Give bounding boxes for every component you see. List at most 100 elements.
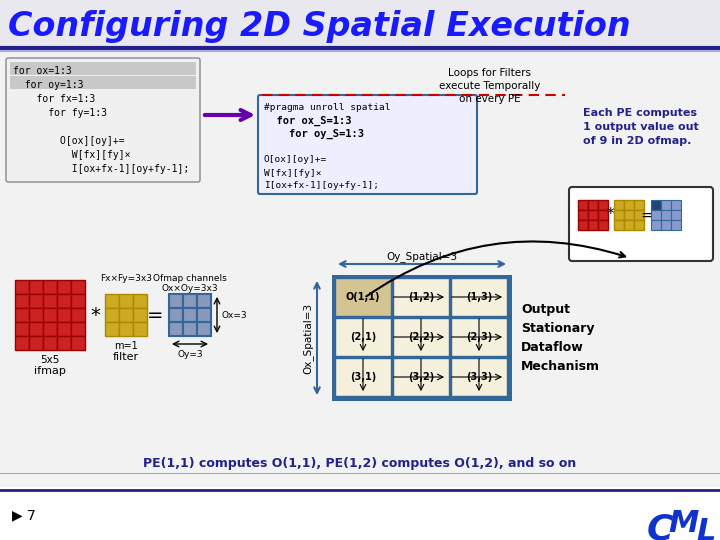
Bar — [183, 308, 197, 322]
Bar — [197, 322, 211, 336]
Bar — [71, 308, 85, 322]
Text: L: L — [696, 517, 716, 540]
Bar — [651, 200, 661, 210]
Bar — [661, 220, 671, 230]
Text: (1,2): (1,2) — [408, 292, 434, 302]
Bar — [71, 294, 85, 308]
Text: O(1,1): O(1,1) — [346, 292, 380, 302]
Bar — [105, 308, 119, 322]
Bar — [671, 210, 681, 220]
Bar — [634, 210, 644, 220]
Text: (3,1): (3,1) — [350, 372, 376, 382]
Bar — [29, 336, 43, 350]
Bar — [119, 322, 133, 336]
Text: W[fx][fy]×: W[fx][fy]× — [13, 150, 130, 160]
Text: ifmap: ifmap — [34, 366, 66, 376]
Bar — [29, 322, 43, 336]
Bar — [393, 318, 449, 356]
Bar — [43, 280, 57, 294]
Text: (3,2): (3,2) — [408, 372, 434, 382]
Bar — [57, 336, 71, 350]
Bar — [57, 294, 71, 308]
Text: 5x5: 5x5 — [40, 355, 60, 365]
Text: Ofmap channels: Ofmap channels — [153, 274, 227, 283]
Text: O[ox][oy]+=: O[ox][oy]+= — [264, 156, 328, 165]
Bar — [57, 280, 71, 294]
FancyArrowPatch shape — [204, 110, 251, 120]
Bar — [614, 220, 624, 230]
Text: for ox=1:3: for ox=1:3 — [13, 66, 72, 76]
Bar — [43, 308, 57, 322]
Text: PE(1,1) computes O(1,1), PE(1,2) computes O(1,2), and so on: PE(1,1) computes O(1,1), PE(1,2) compute… — [143, 456, 577, 469]
Text: Ox×Oy=3x3: Ox×Oy=3x3 — [162, 284, 218, 293]
Bar — [588, 200, 598, 210]
Bar — [624, 220, 634, 230]
Text: (2,1): (2,1) — [350, 332, 376, 342]
Bar — [578, 210, 588, 220]
Bar — [598, 220, 608, 230]
Text: for fy=1:3: for fy=1:3 — [13, 108, 107, 118]
Bar — [57, 308, 71, 322]
Bar — [29, 280, 43, 294]
Text: Each PE computes
1 output value out
of 9 in 2D ofmap.: Each PE computes 1 output value out of 9… — [583, 108, 698, 146]
Bar — [661, 210, 671, 220]
Text: *: * — [90, 306, 100, 325]
Bar — [598, 200, 608, 210]
Text: Oy_Spatial=3: Oy_Spatial=3 — [387, 251, 458, 262]
Bar — [29, 308, 43, 322]
Bar — [634, 220, 644, 230]
Text: (1,3): (1,3) — [466, 292, 492, 302]
Text: I[ox+fx-1][oy+fy-1];: I[ox+fx-1][oy+fy-1]; — [13, 164, 189, 174]
Bar — [0, 0, 720, 48]
Bar — [169, 322, 183, 336]
Bar — [133, 322, 147, 336]
Bar — [105, 294, 119, 308]
Bar — [332, 275, 512, 401]
Bar — [119, 308, 133, 322]
Bar — [598, 210, 608, 220]
Bar — [43, 322, 57, 336]
Text: *: * — [606, 207, 614, 222]
Bar — [335, 358, 391, 396]
Bar — [71, 280, 85, 294]
Bar — [29, 294, 43, 308]
Text: ▶ 7: ▶ 7 — [12, 508, 36, 522]
Bar — [451, 318, 507, 356]
Bar — [393, 358, 449, 396]
Text: (3,3): (3,3) — [466, 372, 492, 382]
Bar — [15, 308, 29, 322]
Text: Configuring 2D Spatial Execution: Configuring 2D Spatial Execution — [8, 10, 631, 43]
Bar — [335, 318, 391, 356]
Text: filter: filter — [113, 352, 139, 362]
Bar — [183, 322, 197, 336]
Bar — [71, 336, 85, 350]
Bar — [43, 336, 57, 350]
Bar — [624, 210, 634, 220]
Text: Loops for Filters
execute Temporally
on every PE: Loops for Filters execute Temporally on … — [439, 68, 541, 104]
Bar — [169, 294, 183, 308]
Bar — [105, 322, 119, 336]
Bar — [133, 308, 147, 322]
Text: (2,2): (2,2) — [408, 332, 434, 342]
Bar — [578, 220, 588, 230]
Bar — [671, 200, 681, 210]
Bar — [71, 322, 85, 336]
Text: M: M — [669, 510, 699, 538]
Bar — [335, 278, 391, 316]
FancyBboxPatch shape — [569, 187, 713, 261]
Text: Fx×Fy=3x3: Fx×Fy=3x3 — [100, 274, 152, 283]
Text: Ox_Spatial=3: Ox_Spatial=3 — [302, 302, 313, 374]
Text: O[ox][oy]+=: O[ox][oy]+= — [13, 136, 125, 146]
Text: =: = — [147, 306, 163, 325]
Text: I[ox+fx-1][oy+fy-1];: I[ox+fx-1][oy+fy-1]; — [264, 181, 379, 191]
Bar — [15, 294, 29, 308]
Bar — [588, 220, 598, 230]
Text: m=1: m=1 — [114, 341, 138, 351]
Text: for oy=1:3: for oy=1:3 — [13, 80, 84, 90]
Bar — [169, 308, 183, 322]
Bar — [634, 200, 644, 210]
Bar — [15, 280, 29, 294]
Bar — [624, 200, 634, 210]
Bar — [661, 200, 671, 210]
Text: Output
Stationary
Dataflow
Mechanism: Output Stationary Dataflow Mechanism — [521, 303, 600, 373]
